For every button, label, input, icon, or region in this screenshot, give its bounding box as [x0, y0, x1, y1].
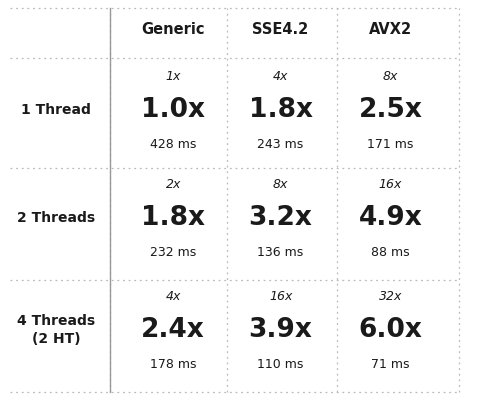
- Text: 3.2x: 3.2x: [249, 205, 312, 231]
- Text: AVX2: AVX2: [369, 22, 412, 38]
- Text: 428 ms: 428 ms: [150, 138, 197, 150]
- Text: 4x: 4x: [165, 290, 181, 302]
- Text: 1.0x: 1.0x: [141, 97, 205, 123]
- Text: 110 ms: 110 ms: [257, 358, 304, 370]
- Text: 1.8x: 1.8x: [141, 205, 205, 231]
- Text: 71 ms: 71 ms: [371, 358, 409, 370]
- Text: 16x: 16x: [269, 290, 292, 302]
- Text: 2.5x: 2.5x: [359, 97, 422, 123]
- Text: 4 Threads
(2 HT): 4 Threads (2 HT): [17, 314, 95, 346]
- Text: 4.9x: 4.9x: [359, 205, 422, 231]
- Text: 8x: 8x: [273, 178, 288, 190]
- Text: 171 ms: 171 ms: [367, 138, 414, 150]
- Text: Generic: Generic: [142, 22, 205, 38]
- Text: 16x: 16x: [379, 178, 402, 190]
- Text: 1 Thread: 1 Thread: [21, 103, 91, 117]
- Text: 1x: 1x: [165, 70, 181, 82]
- Text: 178 ms: 178 ms: [150, 358, 197, 370]
- Text: 4x: 4x: [273, 70, 288, 82]
- Text: 8x: 8x: [383, 70, 398, 82]
- Text: 232 ms: 232 ms: [150, 246, 196, 258]
- Text: 88 ms: 88 ms: [371, 246, 410, 258]
- Text: 6.0x: 6.0x: [359, 317, 422, 343]
- Text: 243 ms: 243 ms: [258, 138, 304, 150]
- Text: 2 Threads: 2 Threads: [17, 211, 95, 225]
- Text: SSE4.2: SSE4.2: [252, 22, 309, 38]
- Text: 2x: 2x: [165, 178, 181, 190]
- Text: 1.8x: 1.8x: [248, 97, 313, 123]
- Text: 3.9x: 3.9x: [249, 317, 312, 343]
- Text: 2.4x: 2.4x: [142, 317, 205, 343]
- Text: 136 ms: 136 ms: [258, 246, 304, 258]
- Text: 32x: 32x: [379, 290, 402, 302]
